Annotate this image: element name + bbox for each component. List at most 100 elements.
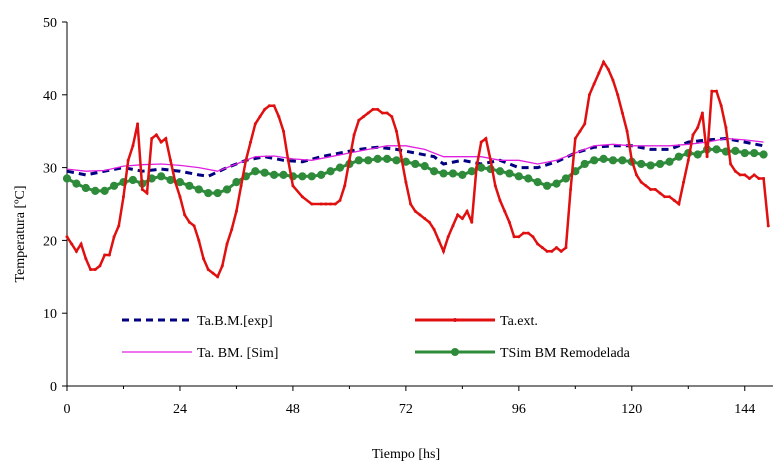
data-point xyxy=(197,238,201,242)
data-point xyxy=(682,180,686,184)
data-point xyxy=(411,159,420,169)
data-point xyxy=(382,154,392,163)
data-point xyxy=(282,129,286,133)
data-point xyxy=(326,167,335,176)
data-point xyxy=(404,180,408,184)
data-point xyxy=(263,107,267,111)
data-point xyxy=(731,146,740,155)
data-point xyxy=(291,184,295,188)
data-point xyxy=(561,174,571,183)
data-point xyxy=(194,185,203,194)
series-tsim-bm-remodelada xyxy=(62,145,768,198)
legend: Ta.B.M.[exp] Ta.ext. Ta. BM. [Sim] TSim BM … xyxy=(122,314,631,361)
x-tick-label: 48 xyxy=(286,402,300,417)
y-tick-label: 10 xyxy=(43,307,57,322)
data-point xyxy=(644,184,648,188)
data-point xyxy=(150,136,154,140)
data-point xyxy=(446,235,450,239)
data-point xyxy=(390,115,394,119)
data-point xyxy=(183,213,187,217)
data-point xyxy=(206,268,210,272)
data-point xyxy=(432,227,436,231)
data-point xyxy=(554,246,558,250)
data-point xyxy=(352,133,356,137)
data-point xyxy=(225,242,229,246)
data-point xyxy=(573,136,577,140)
data-point xyxy=(531,235,535,239)
data-point xyxy=(696,126,700,130)
legend-entry: Ta.B.M.[exp] xyxy=(122,314,273,329)
x-tick-label: 144 xyxy=(734,402,755,417)
legend-label: Ta.ext. xyxy=(500,314,538,329)
data-point xyxy=(324,202,328,206)
data-point xyxy=(333,202,337,206)
data-point xyxy=(580,159,589,169)
data-point xyxy=(498,198,502,202)
data-point xyxy=(552,179,561,188)
data-point xyxy=(376,107,380,111)
data-point xyxy=(109,181,119,190)
data-point xyxy=(93,268,97,272)
data-point xyxy=(540,246,544,250)
data-point xyxy=(394,129,398,133)
data-point xyxy=(121,195,125,199)
data-point xyxy=(602,60,606,64)
data-point xyxy=(550,249,554,253)
data-point xyxy=(234,209,238,213)
data-point xyxy=(164,136,168,140)
series-ta-b-m-exp xyxy=(66,136,764,178)
data-point xyxy=(559,249,563,253)
data-point xyxy=(420,162,429,171)
legend-label: Ta.B.M.[exp] xyxy=(197,314,273,329)
series-line xyxy=(65,59,770,279)
data-point xyxy=(653,187,657,191)
legend-marker xyxy=(451,348,459,356)
data-point xyxy=(140,187,144,191)
data-point xyxy=(740,148,749,158)
y-tick-label: 50 xyxy=(43,16,57,31)
data-point xyxy=(399,155,403,159)
data-point xyxy=(578,129,582,133)
data-point xyxy=(159,140,163,144)
plot-frame xyxy=(66,22,773,387)
data-point xyxy=(277,115,281,119)
legend-marker xyxy=(453,318,457,322)
data-point xyxy=(319,202,323,206)
data-point xyxy=(618,156,627,165)
data-point xyxy=(84,257,88,261)
data-point xyxy=(448,169,458,178)
data-point xyxy=(743,173,747,177)
data-point xyxy=(279,170,288,179)
x-tick-label: 72 xyxy=(399,402,413,417)
data-point xyxy=(542,181,552,190)
data-point xyxy=(413,209,417,213)
legend-entry: Ta. BM. [Sim] xyxy=(122,346,278,361)
data-point xyxy=(569,187,573,191)
x-axis-ticks: 0 24 48 72 96 120 144 xyxy=(64,386,755,417)
data-point xyxy=(724,126,728,130)
data-point xyxy=(439,169,448,178)
data-point xyxy=(477,163,486,172)
data-point xyxy=(230,227,234,231)
data-point xyxy=(307,172,316,181)
data-point xyxy=(635,173,639,177)
data-point xyxy=(686,158,690,162)
data-point xyxy=(655,159,665,169)
data-point xyxy=(710,89,714,93)
series-ta-bm-sim xyxy=(66,137,764,172)
data-point xyxy=(608,156,618,165)
data-point xyxy=(583,122,587,126)
data-point xyxy=(81,183,90,193)
data-point xyxy=(526,231,530,235)
data-point xyxy=(157,172,166,181)
data-point xyxy=(62,174,72,183)
data-point xyxy=(625,129,629,133)
data-point xyxy=(484,136,488,140)
data-point xyxy=(169,158,173,162)
data-point xyxy=(564,246,568,250)
data-point xyxy=(100,186,109,195)
data-point xyxy=(674,152,683,161)
data-point xyxy=(536,242,540,246)
data-point xyxy=(470,220,474,224)
